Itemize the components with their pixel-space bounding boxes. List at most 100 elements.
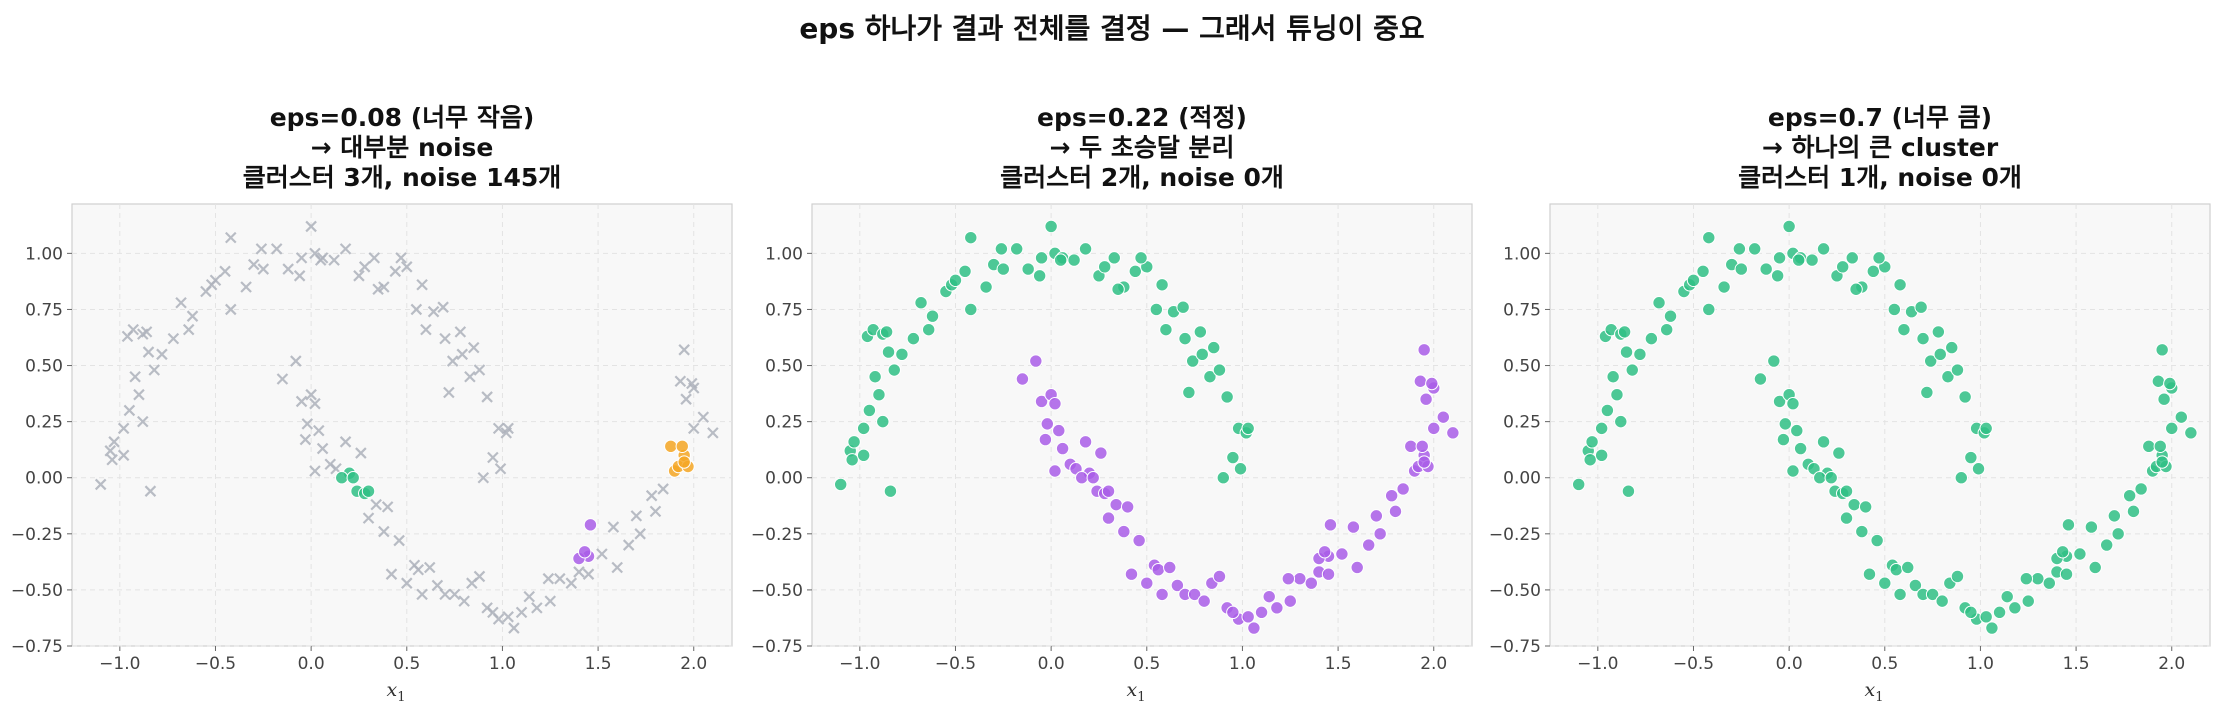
cluster-point xyxy=(1979,421,1993,436)
cluster-point xyxy=(1971,462,1986,476)
noise-point xyxy=(515,606,528,619)
cluster-point xyxy=(887,363,901,377)
noise-point xyxy=(427,305,440,318)
y-tick-label: 0.50 xyxy=(765,357,803,377)
noise-point xyxy=(697,411,710,423)
noise-point xyxy=(412,563,425,576)
cluster-point xyxy=(1964,450,1978,465)
cluster-point xyxy=(1044,219,1058,234)
cluster-point xyxy=(2107,509,2122,523)
noise-point xyxy=(295,395,308,408)
noise-point xyxy=(314,254,327,266)
panel-title-line: → 대부분 noise xyxy=(311,133,494,162)
noise-point xyxy=(423,561,436,574)
x-tick-label: 1.0 xyxy=(1229,654,1256,674)
y-tick-label: 0.00 xyxy=(1503,469,1541,489)
cluster-point xyxy=(1835,260,1850,274)
cluster-point xyxy=(1163,560,1177,575)
cluster-point xyxy=(2088,560,2102,575)
cluster-point xyxy=(1964,605,1978,620)
figure-suptitle: eps 하나가 결과 전체를 결정 — 그래서 튜닝이 중요 xyxy=(799,12,1424,45)
cluster-point xyxy=(845,453,859,467)
cluster-point xyxy=(862,403,877,418)
cluster-point xyxy=(1262,589,1276,604)
cluster-point xyxy=(2021,594,2035,608)
y-tick-label: −0.25 xyxy=(1489,525,1541,545)
cluster-point xyxy=(1417,343,1431,357)
cluster-point xyxy=(1404,439,1418,454)
panel-title-line: 클러스터 1개, noise 0개 xyxy=(1738,163,2022,192)
noise-point xyxy=(316,442,329,455)
cluster-point xyxy=(1931,325,1946,339)
cluster-point xyxy=(1914,300,1928,314)
noise-point xyxy=(467,341,480,354)
cluster-point xyxy=(1212,569,1227,584)
cluster-point xyxy=(1117,524,1131,539)
cluster-point xyxy=(1606,370,1620,384)
cluster-point xyxy=(1159,322,1173,337)
noise-point xyxy=(481,391,493,403)
cluster-point xyxy=(879,325,894,339)
x-tick-label: 0.5 xyxy=(1871,654,1898,674)
noise-point xyxy=(133,388,145,401)
x-axis-label-subscript: 1 xyxy=(1875,690,1883,705)
cluster-point xyxy=(1945,340,1959,355)
noise-point xyxy=(531,602,543,614)
x-axis-label-main: x xyxy=(1865,679,1876,701)
noise-point xyxy=(707,427,719,439)
cluster-point xyxy=(2165,421,2179,436)
cluster-point xyxy=(2126,504,2141,519)
cluster-point xyxy=(2151,374,2166,388)
x-axis-label-main: x xyxy=(1127,679,1138,701)
cluster-point xyxy=(1793,441,1808,456)
noise-point xyxy=(385,568,398,580)
cluster-point xyxy=(1600,403,1615,418)
x-tick-label: 0.0 xyxy=(1776,654,1803,674)
cluster-point xyxy=(1925,587,1940,602)
cluster-point xyxy=(1346,520,1361,534)
cluster-point xyxy=(1304,576,1319,590)
cluster-point xyxy=(1369,509,1384,523)
cluster-point xyxy=(1816,435,1831,449)
cluster-point xyxy=(2031,571,2045,586)
cluster-point xyxy=(1878,576,1892,590)
cluster-point xyxy=(2142,439,2156,454)
cluster-point xyxy=(1772,394,1787,409)
noise-point xyxy=(634,528,646,540)
cluster-point xyxy=(1419,392,1433,406)
noise-point xyxy=(464,370,476,383)
cluster-point xyxy=(2000,589,2014,604)
cluster-point xyxy=(2122,488,2137,503)
x-tick-label: −0.5 xyxy=(935,654,976,674)
noise-point xyxy=(140,326,153,338)
y-tick-label: 0.75 xyxy=(1503,300,1541,320)
cluster-point xyxy=(1872,251,1886,265)
noise-point xyxy=(293,270,306,282)
cluster-point xyxy=(1832,446,1846,460)
cluster-point xyxy=(1155,278,1169,292)
cluster-point xyxy=(1317,545,1332,559)
noise-point xyxy=(144,485,157,497)
cluster-point xyxy=(2134,482,2148,496)
noise-point xyxy=(657,483,669,495)
cluster-point xyxy=(664,439,678,454)
cluster-point xyxy=(921,322,936,337)
cluster-point xyxy=(1075,471,1089,485)
cluster-point xyxy=(1373,527,1387,541)
cluster-point xyxy=(1747,242,1762,256)
cluster-point xyxy=(996,262,1011,276)
cluster-point xyxy=(1617,325,1632,339)
cluster-point xyxy=(1583,453,1597,467)
y-tick-label: 0.50 xyxy=(25,357,63,377)
y-tick-label: 1.00 xyxy=(765,244,803,264)
noise-point xyxy=(305,220,317,233)
noise-point xyxy=(106,453,118,466)
cluster-point xyxy=(1015,372,1030,386)
noise-point xyxy=(611,561,623,574)
cluster-point xyxy=(1187,587,1202,602)
noise-point xyxy=(108,436,120,448)
cluster-point xyxy=(1134,251,1148,265)
cluster-point xyxy=(1717,280,1731,294)
cluster-point xyxy=(1625,363,1639,377)
noise-point xyxy=(674,375,687,388)
